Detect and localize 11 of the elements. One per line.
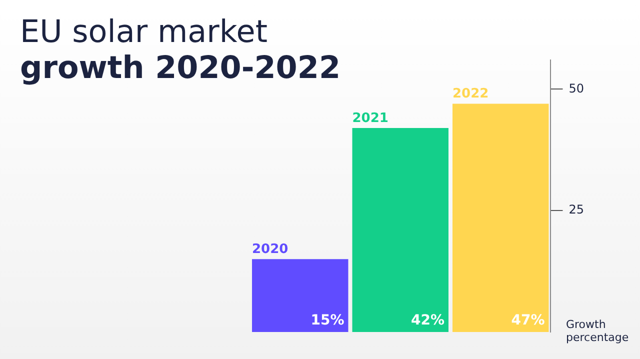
x-tick-label: 2021 xyxy=(352,110,388,126)
data-label: 15% xyxy=(310,312,344,329)
data-label: 47% xyxy=(511,312,545,329)
x-tick-label: 2022 xyxy=(452,86,489,102)
data-label: 42% xyxy=(410,312,444,329)
y-axis-title: Growth percentage xyxy=(566,318,630,344)
x-tick-label: 2020 xyxy=(252,242,288,258)
y-tick-label: 50 xyxy=(568,81,584,96)
chart-subtitle: growth 2020-2022 xyxy=(20,50,341,86)
chart-title: EU solar market xyxy=(20,14,268,50)
y-tick-label: 25 xyxy=(568,202,584,217)
